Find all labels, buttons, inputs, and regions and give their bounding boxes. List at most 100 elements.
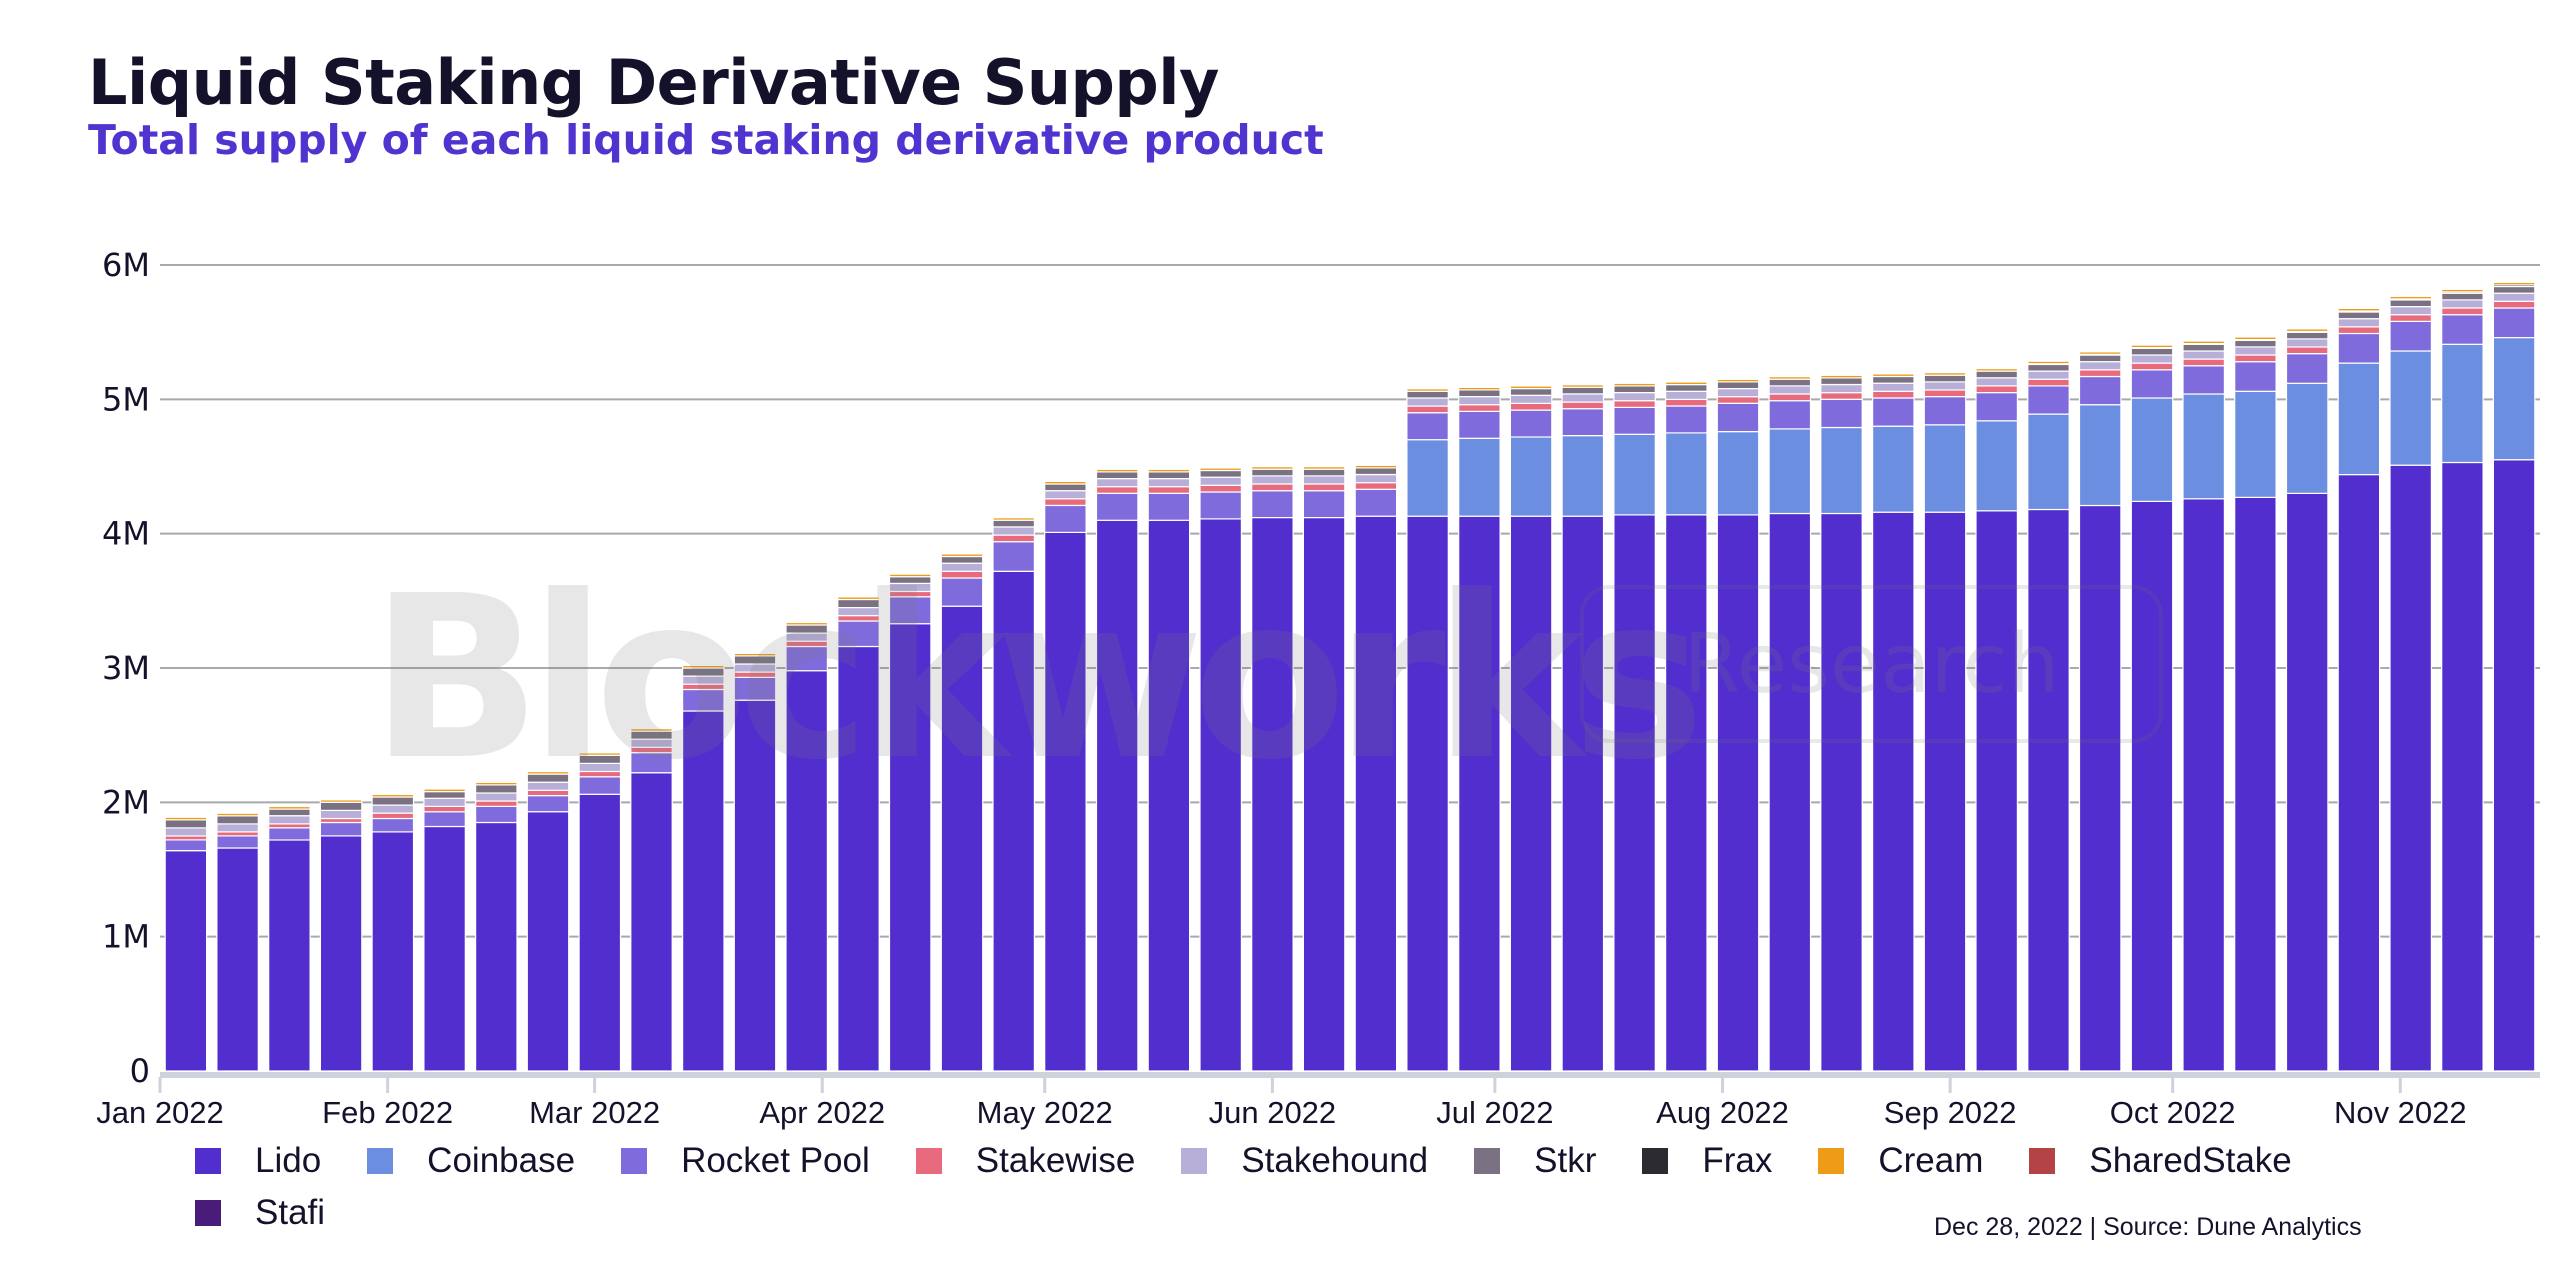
bar-segment-lido (1147, 519, 1191, 1072)
bar-stack (2182, 339, 2226, 1072)
bar-segment-stkr (1768, 378, 1812, 387)
bar-segment-coinbase (2337, 362, 2381, 476)
legend-item-stakehound[interactable]: Stakehound (1181, 1141, 1428, 1180)
bar-segment-lido (2337, 474, 2381, 1072)
bar-segment-stakehound (1975, 377, 2019, 387)
bar-segment-coinbase (1613, 433, 1656, 516)
bar-segment-stafi (1975, 366, 2019, 369)
bar-segment-stkr (888, 576, 932, 585)
bar-segment-stakehound (1354, 474, 1398, 484)
bar-segment-rocket-pool (940, 577, 984, 607)
bar-segment-coinbase (2182, 393, 2226, 500)
bar-segment-stakehound (1613, 392, 1656, 402)
bar-segment-stkr (733, 655, 777, 665)
bar-segment-stafi (371, 792, 415, 795)
bar-segment-rocket-pool (216, 835, 259, 849)
bar-segment-stakehound (2234, 346, 2277, 356)
bar-segment-stakewise (2182, 358, 2226, 367)
legend-item-sharedstake[interactable]: SharedStake (2029, 1141, 2292, 1180)
x-tick-label: Feb 2022 (322, 1095, 453, 1130)
bar-segment-stafi (475, 780, 518, 783)
bar-segment-stakewise (1768, 393, 1812, 402)
bar-segment-stafi (216, 811, 259, 814)
bar-segment-stkr (1354, 467, 1398, 476)
bar-segment-coinbase (2078, 404, 2122, 507)
legend-item-stkr[interactable]: Stkr (1474, 1141, 1596, 1180)
bar-segment-stakewise (2130, 362, 2174, 371)
bar-segment-stakehound (1664, 390, 1708, 400)
bar-stack (1975, 366, 2019, 1072)
bar-segment-rocket-pool (1147, 492, 1191, 521)
bar-segment-lido (2234, 496, 2277, 1072)
bar-segment-stkr (2078, 354, 2122, 363)
bar-segment-rocket-pool (1406, 412, 1449, 441)
bar-stack (2285, 327, 2329, 1072)
bar-segment-stkr (2130, 347, 2174, 356)
bar-segment-stafi (1354, 463, 1398, 466)
bar-segment-stafi (1923, 370, 1967, 373)
bar-segment-rocket-pool (1923, 396, 1967, 426)
bar-segment-lido (888, 623, 932, 1072)
bar-stack (1147, 467, 1191, 1072)
y-tick-label: 2M (102, 783, 150, 821)
legend-swatch-icon (195, 1148, 221, 1174)
bar-segment-stkr (1302, 468, 1346, 477)
bar-segment-stafi (2130, 343, 2174, 346)
bar-segment-stafi (1044, 479, 1087, 482)
bar-segment-stakewise (733, 671, 777, 679)
legend-item-cream[interactable]: Cream (1818, 1141, 1983, 1180)
bar-segment-stkr (2285, 331, 2329, 340)
legend-item-rocket-pool[interactable]: Rocket Pool (621, 1141, 870, 1180)
bar-segment-coinbase (1406, 439, 1449, 517)
bar-segment-rocket-pool (268, 827, 311, 841)
bar-segment-lido (578, 793, 622, 1072)
bar-segment-rocket-pool (423, 811, 466, 828)
bar-segment-lido (268, 839, 311, 1072)
bar-segment-stafi (1199, 466, 1243, 469)
bar-segment-stakewise (1458, 404, 1501, 413)
bar-segment-lido (1095, 519, 1139, 1072)
bar-segment-stkr (1044, 483, 1087, 492)
bar-segment-stafi (1302, 464, 1346, 467)
bar-segment-lido (475, 821, 518, 1072)
bar-stack (837, 595, 880, 1072)
x-tick-label: Nov 2022 (2334, 1095, 2467, 1130)
bar-segment-lido (1561, 515, 1605, 1072)
legend-item-stafi[interactable]: Stafi (195, 1193, 326, 1232)
legend-swatch-icon (621, 1148, 648, 1174)
bar-segment-stafi (2441, 287, 2484, 290)
legend-label: SharedStake (2089, 1141, 2292, 1180)
bar-segment-stakehound (216, 823, 259, 833)
bar-segment-rocket-pool (1664, 405, 1708, 434)
legend-item-lido[interactable]: Lido (195, 1141, 321, 1180)
bar-stack (1716, 377, 1760, 1072)
x-tick-label: Jun 2022 (1209, 1095, 1337, 1130)
bar-segment-rocket-pool (1768, 400, 1812, 430)
bar-segment-stkr (475, 784, 518, 794)
bar-segment-stakehound (2182, 350, 2226, 360)
bar-segment-rocket-pool (2441, 314, 2484, 345)
bar-segment-lido (2285, 492, 2329, 1072)
bar-segment-rocket-pool (1561, 408, 1605, 437)
bar-stack (2337, 306, 2381, 1072)
bar-segment-stkr (1613, 385, 1656, 394)
bar-segment-stakewise (2027, 378, 2070, 387)
bar-segment-stkr (940, 555, 984, 564)
legend-item-stakewise[interactable]: Stakewise (915, 1141, 1135, 1180)
bar-segment-stafi (2182, 339, 2226, 342)
bar-segment-coinbase (1561, 435, 1605, 517)
y-tick-label: 5M (102, 380, 150, 418)
bar-segment-rocket-pool (2234, 361, 2277, 392)
legend-swatch-icon (1474, 1148, 1501, 1174)
bar-segment-lido (371, 831, 415, 1072)
bar-segment-stakehound (1302, 475, 1346, 485)
bar-segment-stkr (2441, 292, 2484, 301)
bar-segment-stakehound (1406, 397, 1449, 407)
bar-segment-lido (319, 835, 363, 1072)
legend-label: Stafi (255, 1193, 326, 1232)
legend-item-frax[interactable]: Frax (1642, 1141, 1772, 1180)
bar-segment-stafi (733, 651, 777, 654)
x-tick-label: Sep 2022 (1884, 1095, 2017, 1130)
legend-item-coinbase[interactable]: Coinbase (367, 1141, 575, 1180)
bar-segment-rocket-pool (2130, 369, 2174, 399)
